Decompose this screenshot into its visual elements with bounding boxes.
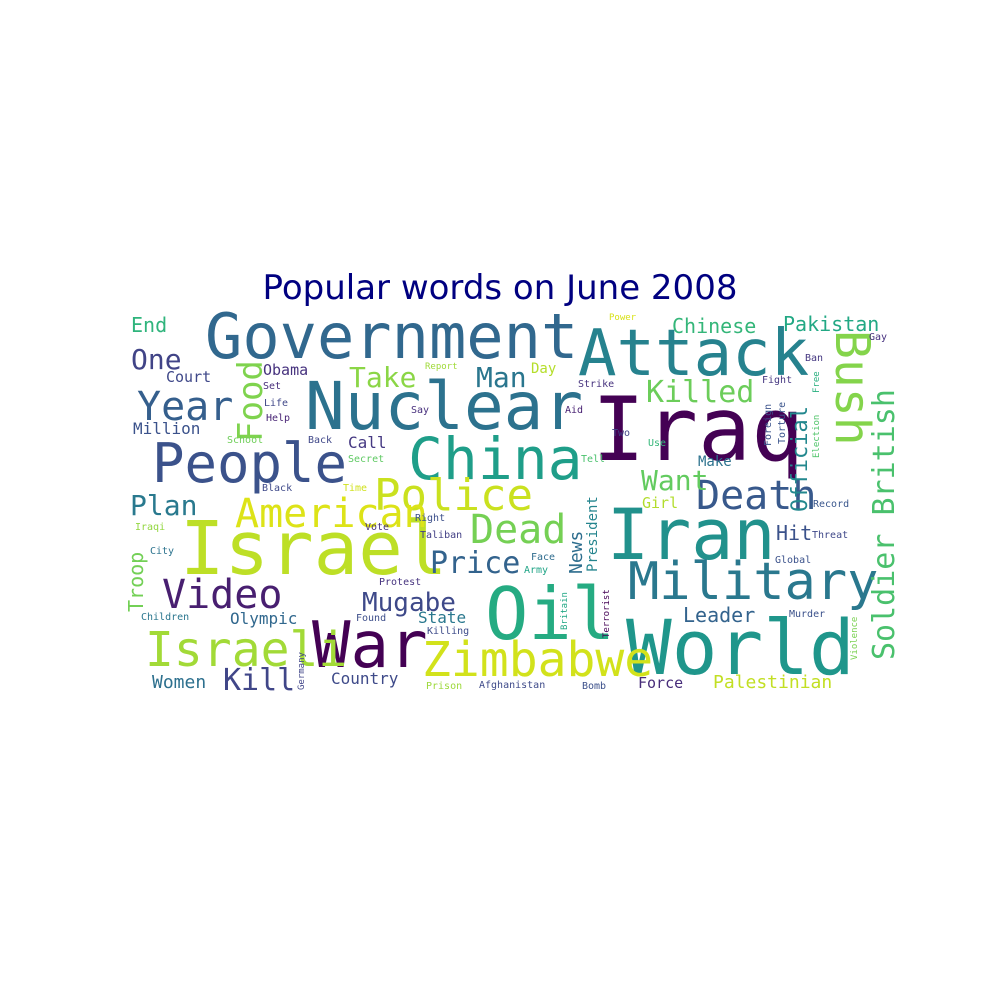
- word-end: End: [131, 313, 168, 337]
- word-afghanistan: Afghanistan: [479, 680, 546, 691]
- word-aid: Aid: [565, 405, 584, 416]
- word-violence: Violence: [850, 616, 860, 660]
- word-germany: Germany: [297, 652, 307, 690]
- word-pakistan: Pakistan: [783, 312, 880, 336]
- word-make: Make: [698, 454, 732, 470]
- word-president: President: [585, 496, 601, 572]
- word-foreign: Foreign: [763, 403, 774, 446]
- word-two: Two: [612, 428, 631, 439]
- word-hit: Hit: [776, 521, 813, 545]
- word-help: Help: [266, 413, 291, 424]
- word-call: Call: [348, 433, 387, 452]
- word-power: Power: [609, 313, 637, 323]
- word-gay: Gay: [869, 332, 888, 343]
- word-torture: Torture: [777, 401, 788, 444]
- word-american: Video: [162, 572, 283, 618]
- word-zimbabwe: Police: [374, 470, 533, 521]
- word-britain: Britain: [560, 592, 570, 630]
- word-army: Army: [524, 565, 549, 576]
- word-killed: Killed: [646, 375, 755, 410]
- word-threat: Threat: [812, 530, 849, 541]
- word-strike: Strike: [578, 379, 615, 390]
- word-protest: Protest: [379, 577, 422, 588]
- word-free: Free: [812, 371, 822, 393]
- word-fight: Fight: [762, 375, 793, 386]
- word-say: Say: [411, 405, 430, 416]
- word-palestinian: Palestinian: [713, 672, 833, 693]
- word-black: Black: [262, 483, 293, 494]
- word-women: Women: [152, 672, 207, 693]
- chart-title: Popular words on June 2008: [262, 268, 738, 308]
- word-take: Take: [349, 361, 417, 394]
- word-election: Election: [812, 414, 822, 458]
- word-israel: Israel: [180, 506, 448, 592]
- word-vote: Vote: [365, 522, 390, 533]
- word-prison: Prison: [426, 681, 463, 692]
- word-city: City: [150, 546, 175, 557]
- word-nuclear: Nuclear: [305, 368, 584, 445]
- word-soldier-british: Soldier British: [867, 389, 902, 660]
- word-time: Time: [343, 483, 368, 494]
- word-one: One: [131, 343, 182, 376]
- word-court: Court: [166, 368, 212, 386]
- word-global: Global: [775, 555, 812, 566]
- word-food: Year: [137, 384, 234, 430]
- word-terrorist: Terrorist: [602, 589, 612, 638]
- word-taliban: Taliban: [420, 530, 463, 541]
- word-life: Life: [264, 398, 289, 409]
- word-israeli: Zimbabwe: [422, 632, 654, 688]
- word-war: War: [312, 609, 428, 683]
- word-day: Day: [531, 361, 557, 377]
- word-video: Israeli: [145, 622, 348, 678]
- word-force: Force: [638, 674, 684, 692]
- word-death: American: [235, 491, 428, 537]
- word-oil: Oil: [485, 572, 616, 656]
- word-official: Official: [788, 406, 813, 512]
- word-chinese: Chinese: [672, 314, 757, 338]
- word-iraqi: Iraqi: [135, 522, 166, 533]
- word-report: Report: [425, 362, 458, 372]
- word-ban: Ban: [805, 353, 824, 364]
- word-face: Face: [531, 552, 556, 563]
- word-bomb: Bomb: [582, 681, 607, 692]
- word-mugabe: Mugabe: [362, 588, 456, 618]
- word-government: Government: [205, 300, 579, 373]
- word-right: Right: [415, 513, 446, 524]
- word-want: Want: [641, 464, 709, 497]
- word-school: School: [227, 435, 264, 446]
- word-people: People: [152, 432, 348, 495]
- word-state: State: [418, 608, 467, 627]
- word-tell: Tell: [581, 454, 606, 465]
- word-country: Country: [331, 669, 399, 688]
- word-children: Children: [141, 612, 190, 623]
- word-china: China: [408, 425, 583, 493]
- word-killing: Killing: [427, 626, 470, 637]
- word-obama: Obama: [263, 361, 309, 379]
- word-set: Set: [263, 381, 282, 392]
- word-murder: Murder: [789, 609, 826, 620]
- word-girl: Girl: [642, 494, 679, 512]
- word-back: Back: [308, 435, 333, 446]
- word-use: Use: [648, 438, 667, 449]
- word-million: Million: [133, 419, 201, 438]
- word-leader: Leader: [683, 603, 756, 627]
- word-police: Military: [628, 552, 879, 612]
- word-olympic: Olympic: [230, 609, 298, 628]
- word-man: Man: [476, 361, 527, 394]
- word-year: Dead: [470, 507, 567, 553]
- word-attack: Attack: [578, 317, 810, 391]
- word-troop: Troop: [124, 551, 148, 612]
- word-news: News: [566, 530, 587, 574]
- word-found: Found: [356, 613, 387, 624]
- word-world: World: [626, 603, 855, 692]
- word-record: Record: [813, 499, 850, 510]
- word-secret: Secret: [348, 454, 385, 465]
- word-dead: Death: [696, 473, 817, 519]
- word-plan: Plan: [130, 489, 198, 522]
- word-price: Price: [430, 546, 521, 581]
- word-iran: Iran: [607, 494, 776, 576]
- word-iraq: Iraq: [592, 378, 804, 481]
- word-kill: Kill: [223, 663, 296, 698]
